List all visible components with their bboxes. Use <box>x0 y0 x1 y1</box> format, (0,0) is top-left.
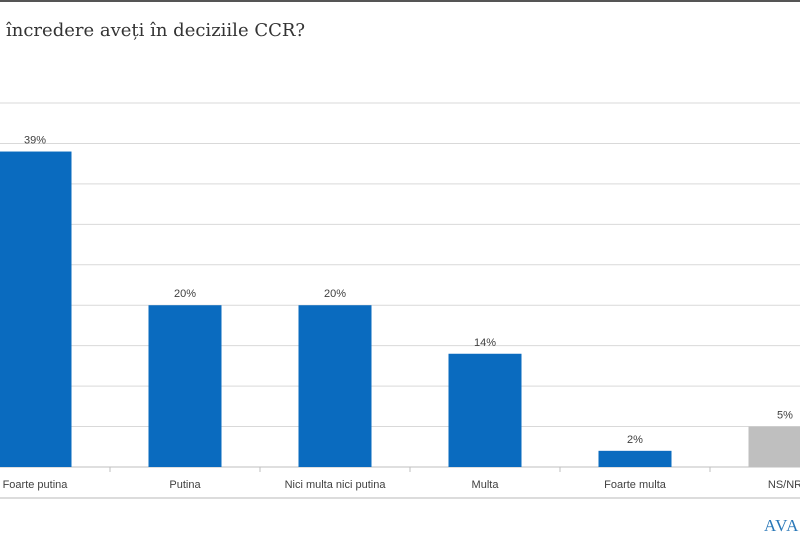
data-label: 20% <box>324 288 346 300</box>
logo: AVAN <box>764 516 800 536</box>
data-label: 5% <box>777 410 793 422</box>
x-tick-label: Nici multa nici putina <box>285 479 387 491</box>
data-label: 39% <box>24 135 46 147</box>
bar <box>299 305 372 467</box>
data-label: 2% <box>627 434 643 446</box>
data-label: 20% <box>174 288 196 300</box>
bar <box>449 354 522 467</box>
x-tick-label: Foarte putina <box>3 479 69 491</box>
x-tick-label: NS/NR <box>768 479 800 491</box>
x-tick-label: Putina <box>169 479 201 491</box>
bar <box>599 451 672 467</box>
x-tick-label: Foarte multa <box>604 479 667 491</box>
data-label: 14% <box>474 337 496 349</box>
bar <box>749 427 800 467</box>
bar <box>149 305 222 467</box>
x-tick-label: Multa <box>472 479 500 491</box>
bar <box>0 152 72 467</box>
